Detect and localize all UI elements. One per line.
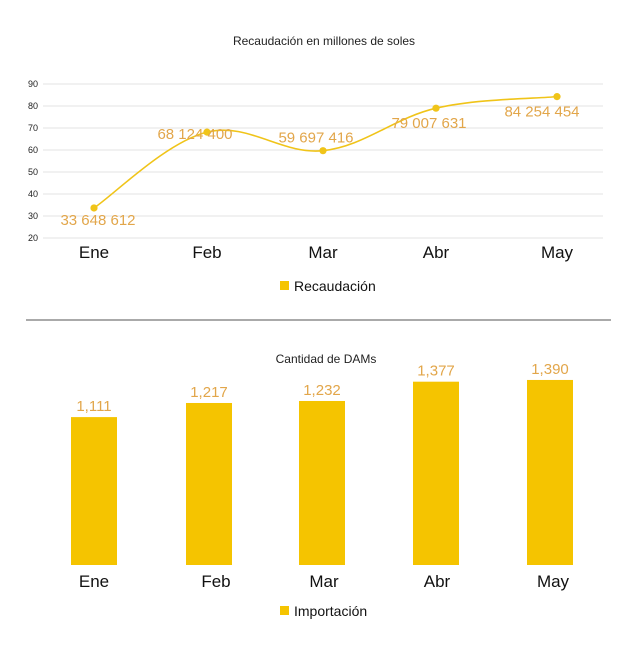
bar-label-may: 1,390 [531,361,569,378]
point-may [553,93,561,101]
y-tick-40: 40 [28,189,38,199]
line-chart-data-labels: 33 648 612 68 124 400 59 697 416 79 007 631… [60,104,579,229]
y-tick-70: 70 [28,123,38,133]
y-tick-80: 80 [28,101,38,111]
data-label-may: 84 254 454 [504,104,579,121]
bar-label-abr: 1,377 [417,363,455,380]
point-ene [90,204,98,212]
x-tick-ene: Ene [79,572,109,591]
bar-may [527,379,573,565]
bar-chart-data-labels: 1,111 1,217 1,232 1,377 1,390 [76,361,568,415]
x-tick-mar: Mar [308,243,338,262]
legend-label-importacion: Importación [294,603,367,619]
bar-chart-x-axis: Ene Feb Mar Abr May [79,572,570,591]
bar-chart: Cantidad de DAMs 1,111 1,217 1,232 1,377 1,3… [71,352,573,619]
line-chart: Recaudación en millones de soles 20 30 40 5… [28,34,603,294]
x-tick-abr: Abr [424,572,451,591]
x-tick-ene: Ene [79,243,109,262]
y-tick-90: 90 [28,79,38,89]
bar-feb [186,402,232,565]
point-abr [432,104,440,112]
line-chart-points [90,93,561,212]
y-tick-20: 20 [28,233,38,243]
data-label-feb: 68 124 400 [157,126,232,143]
data-label-abr: 79 007 631 [391,115,466,132]
line-chart-legend: Recaudación [280,278,376,294]
y-tick-50: 50 [28,167,38,177]
bar-label-mar: 1,232 [303,382,341,399]
line-chart-x-axis: Ene Feb Mar Abr May [79,243,574,262]
bar-abr [413,381,459,565]
x-tick-may: May [537,572,570,591]
x-tick-abr: Abr [423,243,450,262]
bar-label-ene: 1,111 [76,398,111,415]
legend-label-recaudacion: Recaudación [294,278,376,294]
legend-swatch-recaudacion [280,281,289,290]
x-tick-mar: Mar [309,572,339,591]
data-label-mar: 59 697 416 [278,130,353,147]
y-tick-60: 60 [28,145,38,155]
legend-swatch-importacion [280,606,289,615]
point-mar [319,147,327,155]
x-tick-feb: Feb [192,243,221,262]
bar-chart-title: Cantidad de DAMs [276,352,377,366]
y-tick-30: 30 [28,211,38,221]
bar-mar [299,400,345,565]
bar-ene [71,417,117,565]
bar-chart-bars [71,379,573,565]
point-feb [203,128,211,136]
bar-label-feb: 1,217 [190,384,228,401]
x-tick-feb: Feb [201,572,230,591]
bar-chart-legend: Importación [280,603,367,619]
data-label-ene: 33 648 612 [60,212,135,229]
x-tick-may: May [541,243,574,262]
line-chart-title: Recaudación en millones de soles [233,34,415,48]
line-chart-y-axis: 20 30 40 50 60 70 80 90 [28,79,38,243]
